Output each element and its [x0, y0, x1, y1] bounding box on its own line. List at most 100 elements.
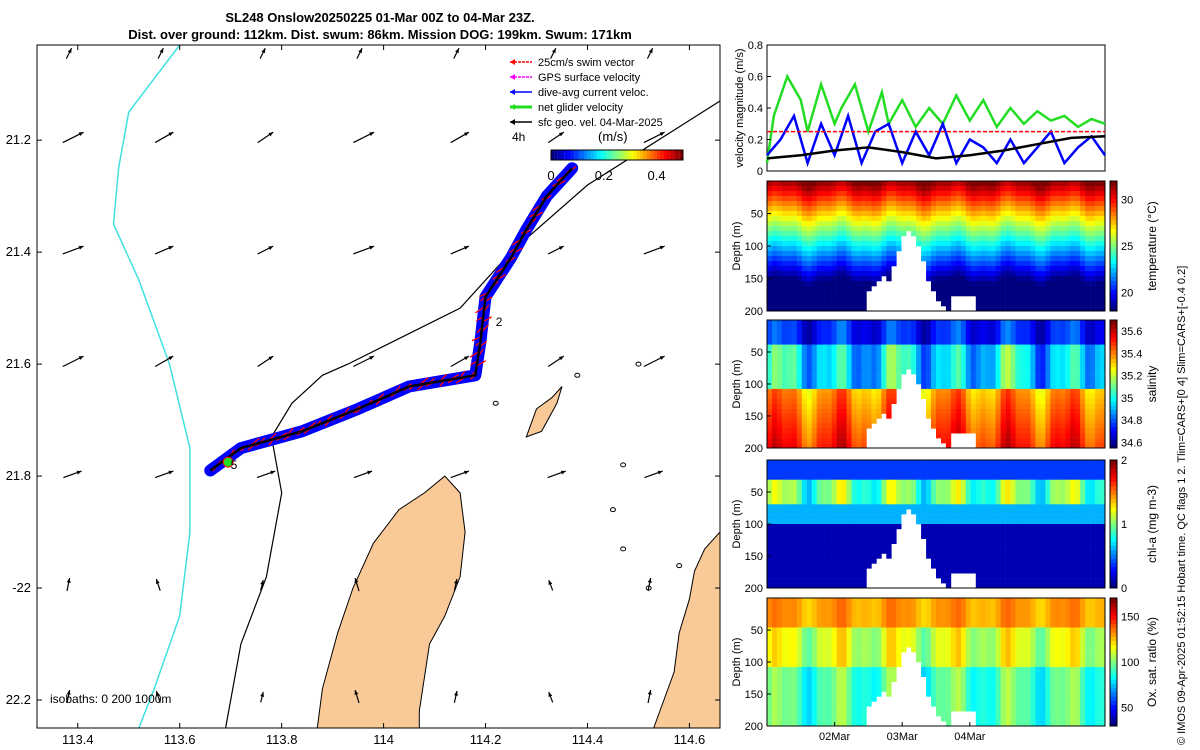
heatmap-cell	[1005, 489, 1011, 495]
heatmap-cell	[1005, 231, 1011, 237]
heatmap-cell	[821, 241, 827, 247]
heatmap-cell	[975, 443, 982, 449]
map-frame	[36, 44, 721, 729]
heatmap-cell	[1050, 374, 1056, 380]
heatmap-cell	[1015, 241, 1021, 247]
heatmap-cell	[791, 583, 798, 589]
heatmap-cell	[970, 528, 977, 535]
heatmap-cell	[896, 474, 902, 480]
heatmap-cell	[821, 469, 827, 475]
heatmap-cell	[1080, 271, 1086, 277]
heatmap-cell	[831, 246, 837, 252]
heatmap-cell	[1030, 398, 1036, 404]
heatmap-cell	[1000, 344, 1006, 350]
heatmap-cell	[1095, 374, 1101, 380]
heatmap-cell	[985, 514, 991, 520]
heatmap-cell	[1095, 276, 1101, 282]
heatmap-cell	[881, 354, 887, 360]
heatmap-cell	[826, 568, 832, 574]
heatmap-cell	[1030, 583, 1036, 589]
heatmap-cell	[881, 393, 887, 399]
heatmap-cell	[786, 324, 793, 331]
heatmap-cell	[811, 329, 817, 335]
heatmap-cell	[772, 334, 778, 340]
heatmap-cell	[772, 359, 778, 365]
heatmap-cell	[866, 533, 872, 539]
heatmap-cell	[1100, 413, 1106, 419]
heatmap-cell	[816, 286, 822, 292]
heatmap-cell	[767, 339, 773, 345]
heatmap-cell	[891, 241, 897, 247]
heatmap-cell	[841, 558, 847, 564]
heatmap-cell	[955, 349, 962, 355]
heatmap-cell	[1030, 359, 1036, 365]
heatmap-cell	[791, 186, 798, 192]
heatmap-cell	[841, 196, 847, 202]
heatmap-cell	[1010, 460, 1016, 466]
heatmap-cell	[861, 408, 867, 414]
heatmap-cell	[831, 196, 837, 202]
heatmap-cell	[806, 301, 813, 307]
heatmap-cell	[801, 393, 808, 399]
heatmap-cell	[1065, 196, 1071, 202]
velocity-ylabel: velocity magnitude (m/s)	[734, 48, 746, 167]
legend-label: 25cm/s swim vector	[538, 57, 635, 69]
heatmap-cell	[806, 364, 813, 370]
heatmap-cell	[975, 281, 982, 287]
heatmap-cell	[1035, 191, 1041, 197]
heatmap-cell	[871, 246, 877, 252]
heatmap-cell	[776, 388, 783, 395]
heatmap-cell	[836, 413, 842, 419]
heatmap-cell	[846, 524, 852, 530]
heatmap-cell	[1100, 261, 1106, 267]
heatmap-cell	[945, 286, 952, 292]
heatmap-cell	[960, 464, 967, 471]
heatmap-cell	[990, 433, 996, 439]
map-colorbar-frame	[550, 149, 684, 161]
heatmap-cell	[985, 464, 991, 471]
heatmap-cell	[896, 519, 902, 525]
colorbar-cell	[1110, 198, 1117, 204]
heatmap-cell	[1020, 349, 1026, 355]
heatmap-cell	[851, 543, 857, 549]
heatmap-cell	[796, 428, 803, 434]
heatmap-cell	[866, 524, 872, 530]
heatmap-cell	[841, 206, 847, 212]
heatmap-cell	[876, 403, 882, 409]
heatmap-cell	[941, 344, 947, 350]
heatmap-cell	[891, 398, 897, 404]
heatmap-cell	[1000, 393, 1006, 399]
islet-7	[676, 563, 683, 569]
heatmap-cell	[796, 231, 803, 237]
heatmap-cell	[975, 320, 982, 326]
heatmap-cell	[776, 241, 783, 247]
heatmap-cell	[911, 196, 917, 202]
heatmap-cell	[871, 504, 877, 510]
heatmap-cell	[1010, 403, 1016, 409]
heatmap-cell	[911, 211, 917, 217]
heatmap-cell	[995, 329, 1001, 335]
heatmap-cell	[975, 271, 982, 277]
heatmap-cell	[796, 464, 803, 471]
heatmap-cell	[921, 393, 927, 399]
heatmap-cell	[851, 271, 857, 277]
heatmap-cell	[990, 379, 996, 385]
heatmap-cell	[936, 286, 942, 292]
heatmap-cell	[806, 281, 813, 287]
heatmap-cell	[1060, 349, 1066, 355]
heatmap-cell	[1020, 231, 1026, 237]
geo-vel-arrowhead	[454, 691, 458, 696]
heatmap-cell	[781, 553, 788, 559]
heatmap-cell	[871, 221, 877, 227]
heatmap-cell	[945, 320, 952, 326]
heatmap-cell	[1010, 344, 1016, 350]
heatmap-cell	[941, 329, 947, 335]
heatmap-cell	[945, 563, 952, 569]
heatmap-cell	[1005, 479, 1011, 485]
heatmap-cell	[796, 186, 803, 192]
heatmap-cell	[1055, 433, 1061, 439]
heatmap-cell	[786, 251, 793, 257]
heatmap-cell	[881, 216, 887, 222]
heatmap-cell	[801, 349, 808, 355]
heatmap-cell	[801, 281, 808, 287]
